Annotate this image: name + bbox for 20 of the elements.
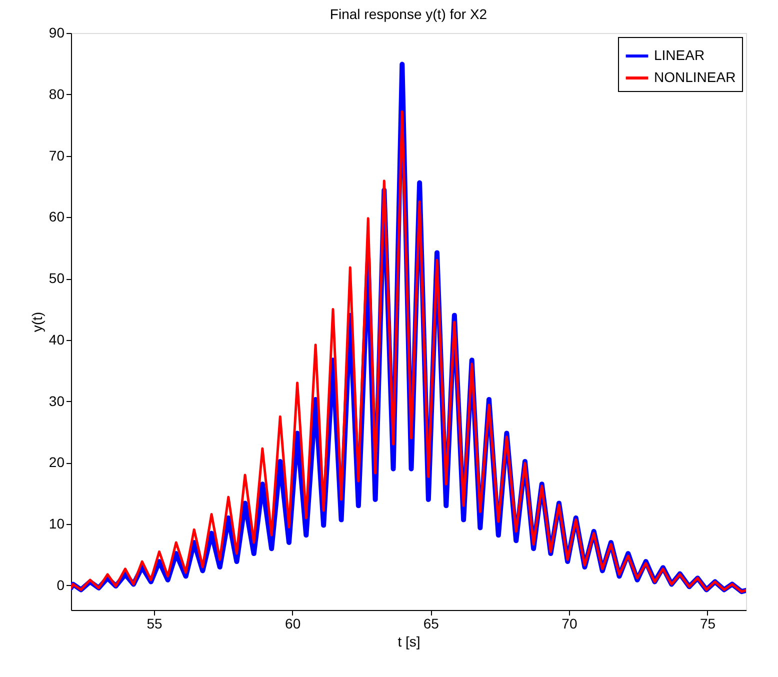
y-tick-label: 90 bbox=[48, 24, 65, 40]
chart-title: Final response y(t) for X2 bbox=[330, 6, 488, 22]
y-tick-label: 0 bbox=[56, 576, 65, 593]
x-tick-label: 75 bbox=[700, 616, 716, 632]
x-tick-label: 70 bbox=[562, 616, 578, 632]
x-axis-title: t [s] bbox=[398, 634, 420, 650]
x-tick-label: 65 bbox=[423, 616, 440, 632]
legend-label: NONLINEAR bbox=[654, 69, 736, 85]
y-tick-label: 70 bbox=[48, 147, 65, 164]
y-tick-label: 10 bbox=[48, 516, 65, 532]
y-tick-label: 50 bbox=[48, 270, 65, 286]
legend-label: LINEAR bbox=[654, 47, 705, 63]
y-tick-label: 30 bbox=[48, 392, 65, 409]
y-axis-title: y(t) bbox=[28, 312, 45, 332]
x-tick-label: 60 bbox=[285, 616, 301, 632]
y-tick-label: 60 bbox=[48, 208, 65, 225]
y-tick-label: 80 bbox=[48, 86, 65, 102]
y-tick-label: 40 bbox=[48, 331, 65, 348]
y-tick-label: 20 bbox=[48, 454, 65, 470]
x-tick-label: 55 bbox=[146, 616, 162, 632]
